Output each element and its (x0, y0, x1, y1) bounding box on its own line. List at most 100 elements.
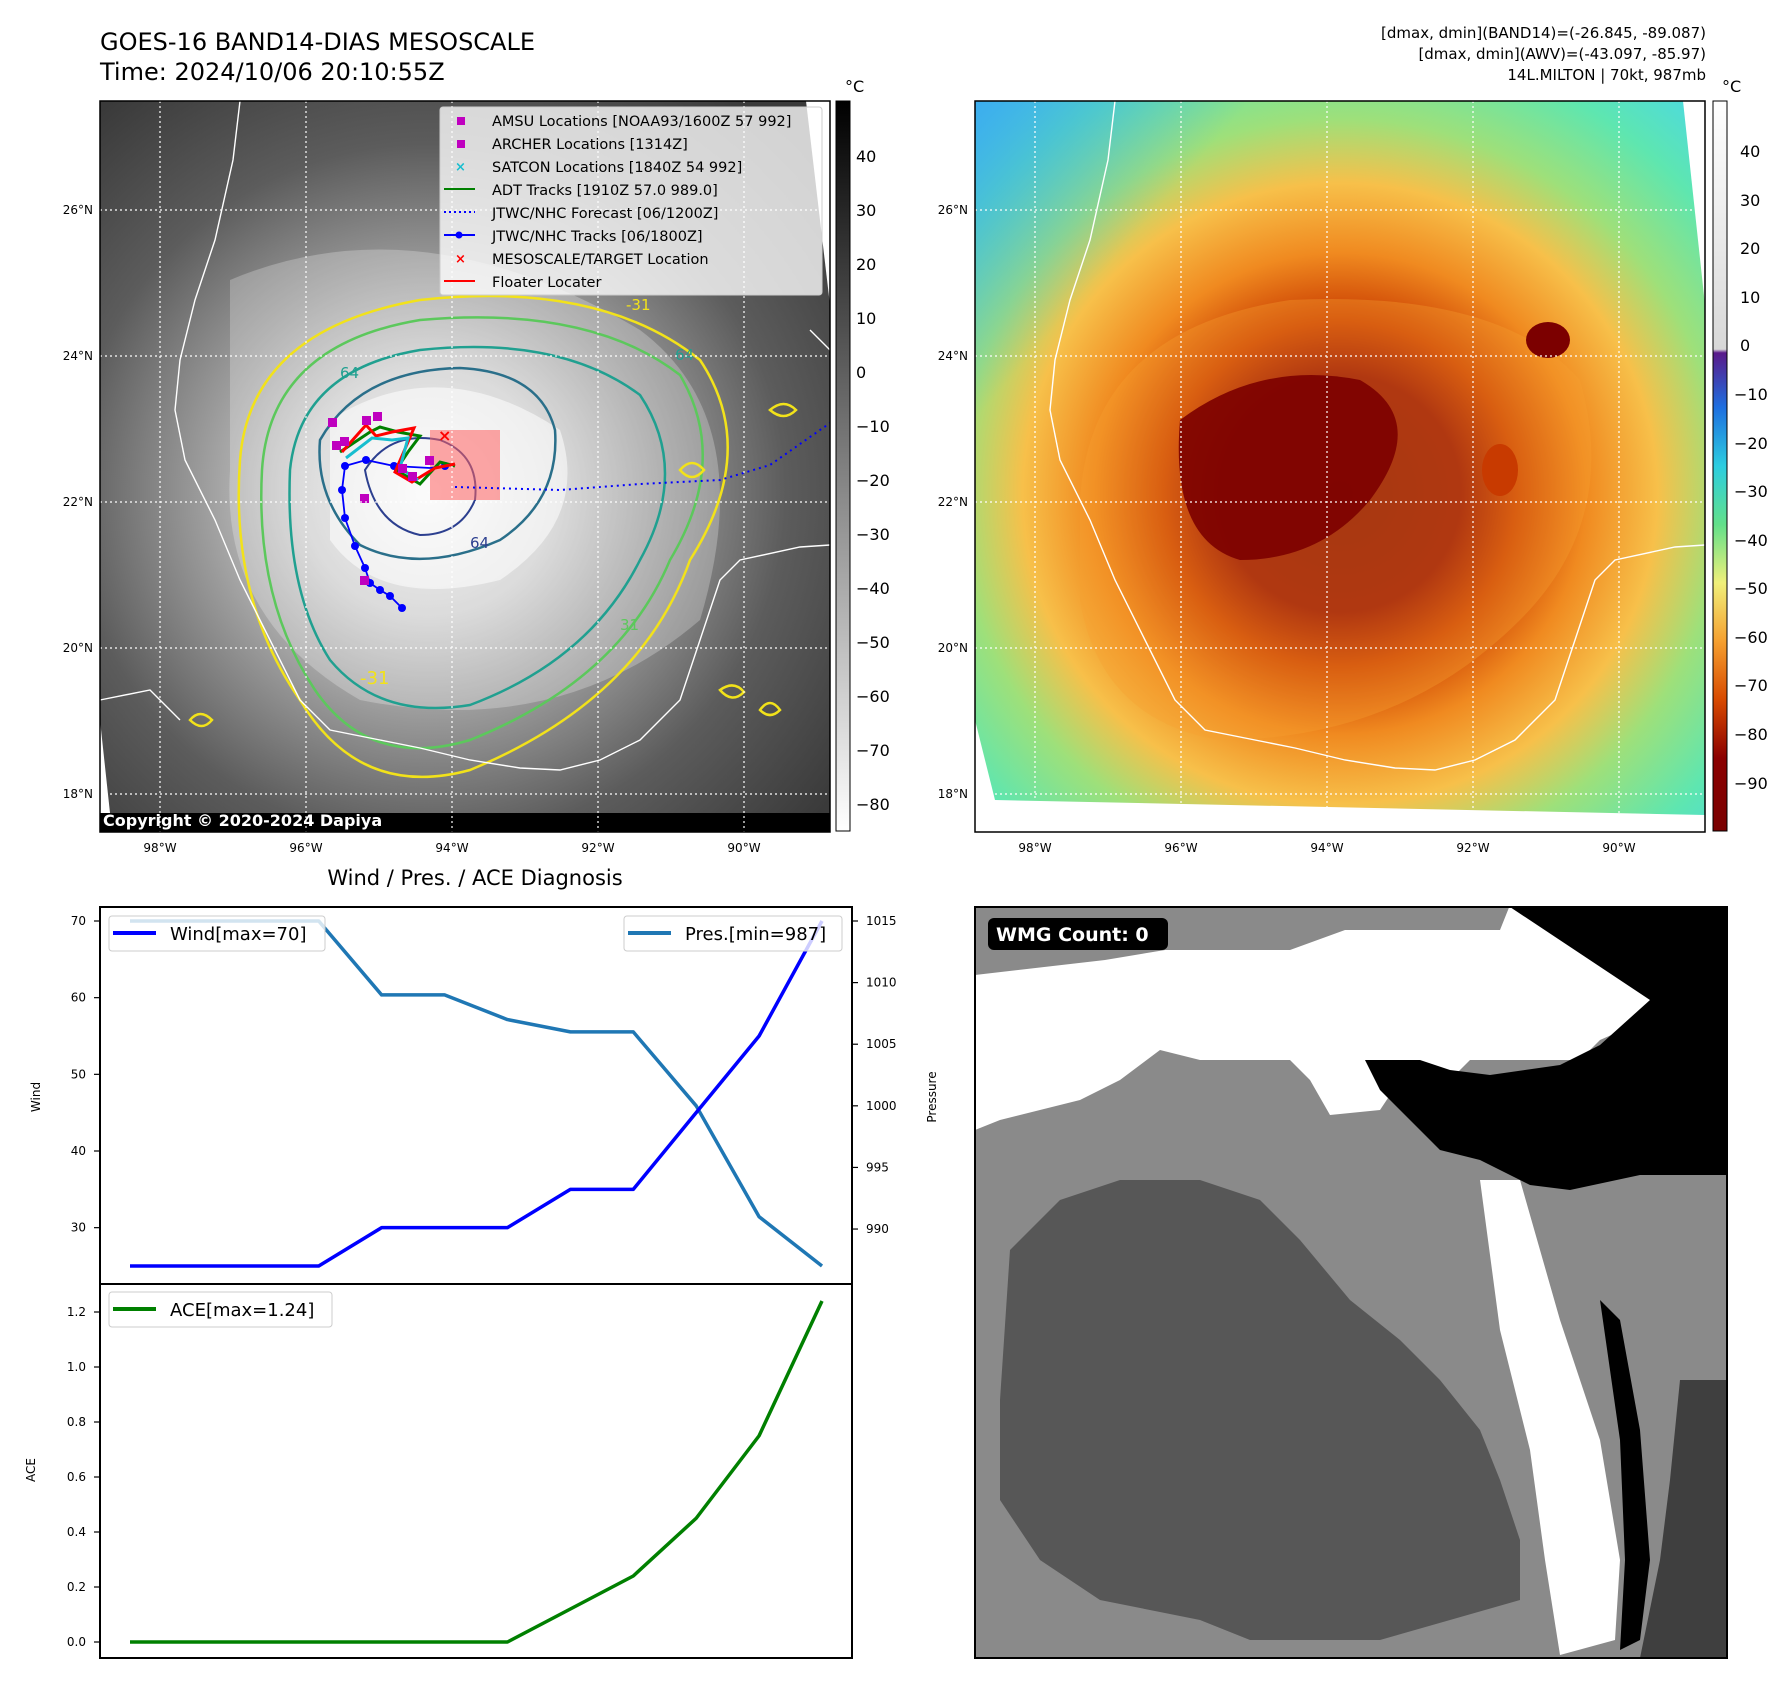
wind-pressure-frame (99, 906, 853, 1285)
color-ir-colorbar-fill (1712, 100, 1728, 832)
ace-line (130, 1300, 824, 1644)
wind-tick-label: 40 (71, 1144, 86, 1158)
color-ir-gridlines (975, 101, 1705, 832)
color-ir-colorbar-unit: °C (1722, 77, 1741, 96)
svg-text:40: 40 (856, 147, 876, 166)
svg-text:98°W: 98°W (143, 841, 176, 855)
wind-tick-label: 50 (71, 1067, 86, 1081)
legend-markers: × × (444, 117, 475, 282)
svg-text:26°N: 26°N (938, 203, 968, 217)
wmg-dark-region (1000, 1180, 1520, 1640)
ace-legend-label: ACE[max=1.24] (170, 1300, 314, 1321)
ir-lat-labels: 26°N 24°N 22°N 20°N 18°N (63, 203, 93, 801)
ace-legend: ACE[max=1.24] (108, 1291, 333, 1328)
wind-tick-label: 30 (71, 1221, 86, 1235)
color-ir-lat-labels: 26°N 24°N 22°N 20°N 18°N (938, 203, 968, 801)
wmg-count-badge (988, 918, 1168, 950)
ir-bottom-band (100, 813, 830, 832)
svg-text:0: 0 (1740, 336, 1750, 355)
svg-text:22°N: 22°N (63, 495, 93, 509)
svg-text:−10: −10 (856, 417, 890, 436)
legend-label-satcon: SATCON Locations [1840Z 54 992] (492, 160, 742, 176)
svg-text:−60: −60 (856, 687, 890, 706)
svg-text:10: 10 (856, 309, 876, 328)
legend-label-archer: ARCHER Locations [1314Z] (492, 137, 688, 153)
color-ir-colorbar-ticks: 40 30 20 10 0 −10 −20 −30 −40 −50 −60 −7… (1734, 142, 1768, 793)
legend-label-floater: Floater Locater (492, 275, 601, 291)
legend-label-forecast: JTWC/NHC Forecast [06/1200Z] (491, 206, 718, 222)
figure-title: GOES-16 BAND14-DIAS MESOSCALE (100, 28, 535, 56)
svg-text:20: 20 (1740, 239, 1760, 258)
ace-legend-box (108, 1291, 333, 1328)
svg-text:−20: −20 (856, 471, 890, 490)
ace-tick-label: 0.0 (67, 1635, 86, 1649)
svg-text:18°N: 18°N (938, 787, 968, 801)
ace-tick-label: 1.0 (67, 1360, 86, 1374)
svg-text:22°N: 22°N (938, 495, 968, 509)
svg-text:−20: −20 (1734, 434, 1768, 453)
svg-text:30: 30 (856, 201, 876, 220)
pressure-tick-label: 1015 (866, 914, 897, 928)
svg-text:26°N: 26°N (63, 203, 93, 217)
color-ir-map-frame (974, 100, 1706, 833)
svg-text:−80: −80 (856, 795, 890, 814)
wind-pressure-panel: 70 60 50 40 30 1015 1010 1005 1000 995 990 Wind Pr… (29, 906, 939, 1285)
svg-text:−30: −30 (856, 525, 890, 544)
color-ir-lon-labels: 98°W 96°W 94°W 92°W 90°W (1018, 841, 1635, 855)
wmg-panel: WMG Count: 0 (974, 905, 1728, 1659)
wmg-white-region (975, 905, 1668, 1130)
ir-colorbar-ticks: 40 30 20 10 0 −10 −20 −30 −40 −50 −60 −7… (856, 147, 890, 814)
ir-coastline (99, 100, 831, 771)
contour-label-4: -31 (360, 668, 389, 689)
svg-text:40: 40 (1740, 142, 1760, 161)
legend-label-amsu: AMSU Locations [NOAA93/1600Z 57 992] (492, 114, 791, 130)
ir-map-frame (99, 100, 831, 833)
ace-tick-label: 0.6 (67, 1470, 86, 1484)
svg-text:×: × (455, 160, 466, 175)
svg-text:96°W: 96°W (289, 841, 322, 855)
svg-text:−30: −30 (1734, 482, 1768, 501)
svg-text:−10: −10 (1734, 385, 1768, 404)
wmg-dark-right (1640, 1380, 1727, 1658)
mesoscale-target-marker: × (438, 426, 451, 445)
svg-text:24°N: 24°N (63, 349, 93, 363)
legend-labels: AMSU Locations [NOAA93/1600Z 57 992] ARC… (491, 114, 791, 291)
wmg-count-label: WMG Count: 0 (996, 924, 1149, 946)
color-ir-map-panel (974, 100, 1706, 833)
legend-label-adt: ADT Tracks [1910Z 57.0 989.0] (492, 183, 718, 199)
ace-tick-label: 1.2 (67, 1305, 86, 1319)
svg-text:24°N: 24°N (938, 349, 968, 363)
svg-text:0: 0 (856, 363, 866, 382)
svg-text:94°W: 94°W (435, 841, 468, 855)
svg-text:×: × (455, 252, 466, 267)
color-ir-coastline (1049, 100, 1706, 771)
info-line-1: [dmax, dmin](BAND14)=(-26.845, -89.087) (1381, 24, 1706, 42)
ir-lon-labels: 98°W 96°W 94°W 92°W 90°W (143, 841, 760, 855)
pressure-tick-label: 1005 (866, 1037, 897, 1051)
svg-text:92°W: 92°W (581, 841, 614, 855)
ace-panel: 1.2 1.0 0.8 0.6 0.4 0.2 0.0 ACE ACE[max=1.24] (24, 1283, 853, 1659)
svg-text:96°W: 96°W (1164, 841, 1197, 855)
contour-label-5: 64 (675, 346, 694, 364)
ace-axis-label: ACE (24, 1458, 38, 1482)
pressure-axis-label: Pressure (925, 1071, 939, 1122)
svg-text:20°N: 20°N (63, 641, 93, 655)
color-ir-nw-blue (975, 101, 1250, 420)
svg-text:−90: −90 (1734, 774, 1768, 793)
svg-text:10: 10 (1740, 288, 1760, 307)
wind-legend: Wind[max=70] (108, 915, 326, 952)
svg-text:−70: −70 (1734, 676, 1768, 695)
ir-map-panel: 64 31 64 -31 64 -31 (99, 100, 831, 833)
ace-tick-label: 0.2 (67, 1580, 86, 1594)
svg-text:30: 30 (1740, 191, 1760, 210)
ace-marks: 1.2 1.0 0.8 0.6 0.4 0.2 0.0 (67, 1300, 824, 1649)
svg-text:98°W: 98°W (1018, 841, 1051, 855)
pressure-tick-label: 995 (866, 1160, 889, 1174)
svg-text:94°W: 94°W (1310, 841, 1343, 855)
svg-text:−60: −60 (1734, 628, 1768, 647)
copyright: Copyright © 2020-2024 Dapiya (103, 811, 382, 830)
wind-tick-label: 60 (71, 991, 86, 1005)
figure-time: Time: 2024/10/06 20:10:55Z (99, 58, 445, 86)
contour-label-3: 64 (470, 534, 489, 552)
wmg-black-streak (1600, 1300, 1650, 1650)
